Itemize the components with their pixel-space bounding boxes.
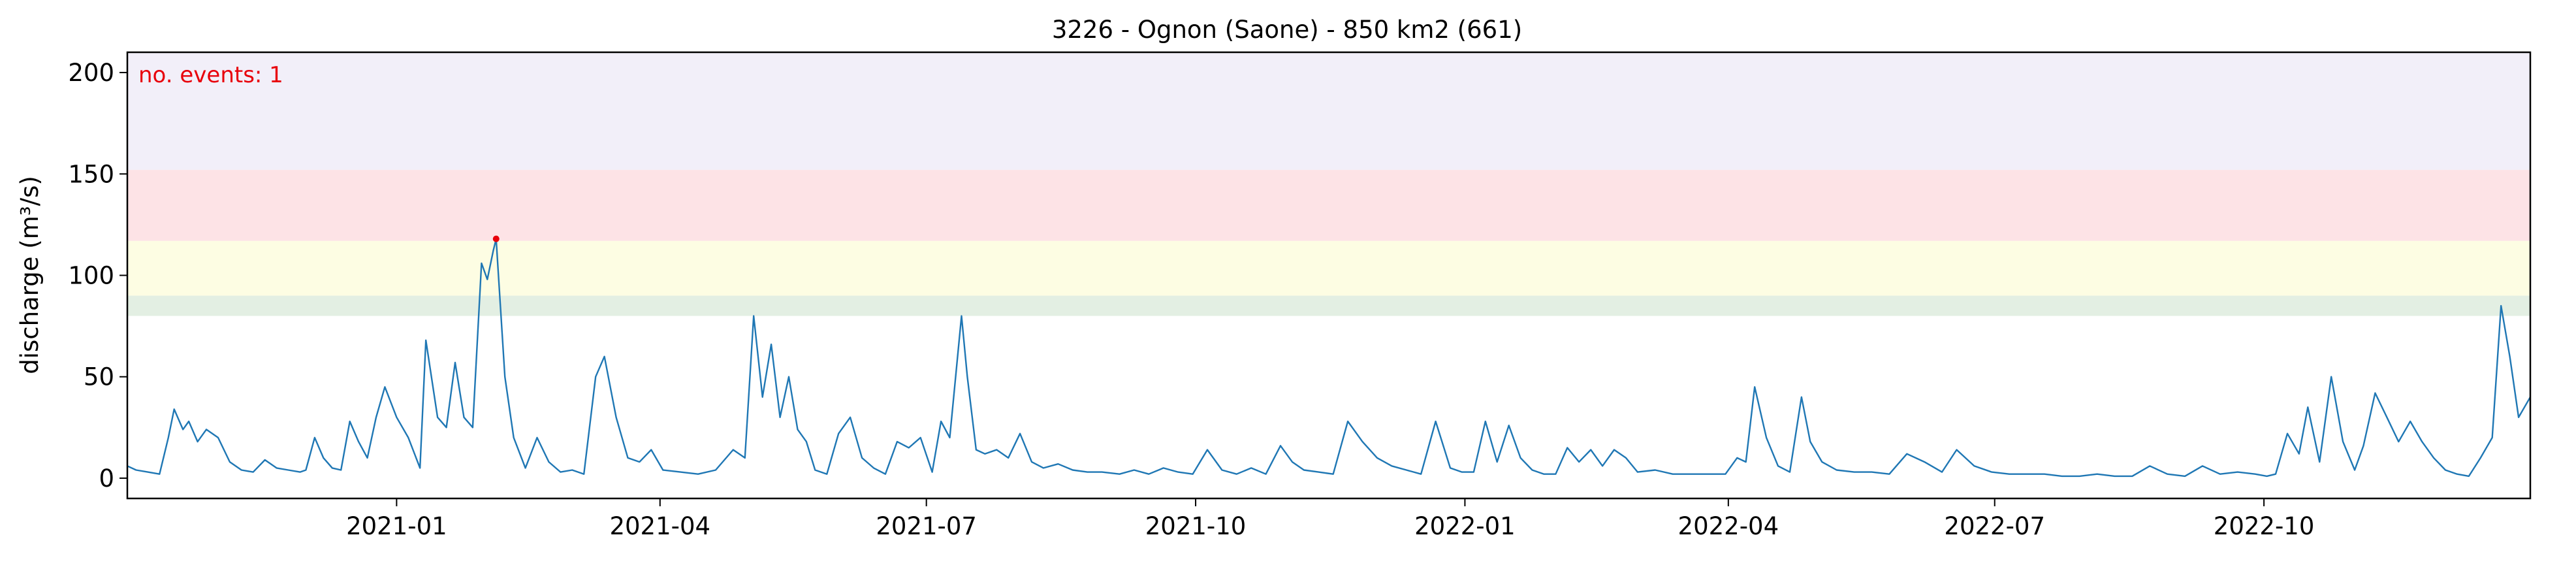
x-tick-label-2022-07: 2022-07 [1944, 512, 2045, 540]
y-tick-label-200: 200 [68, 59, 114, 87]
threshold-band-1 [127, 240, 2530, 296]
threshold-band-0 [127, 295, 2530, 316]
event-marker-0 [492, 235, 500, 242]
x-tick-label-2022-01: 2022-01 [1414, 512, 1516, 540]
axis-ticks: 0 50 100 150 200 2021-01 2021-04 2021-07 2021-10… [68, 59, 2314, 540]
series-layer [127, 238, 2532, 478]
event-markers [492, 235, 500, 242]
x-tick-label-2022-04: 2022-04 [1678, 512, 1779, 540]
x-tick-label-2021-07: 2021-07 [876, 512, 977, 540]
discharge-line-0 [127, 238, 2532, 478]
x-tick-label-2021-04: 2021-04 [609, 512, 710, 540]
plot-frame [126, 51, 2532, 500]
x-tick-label-2021-10: 2021-10 [1145, 512, 1247, 540]
y-tick-label-100: 100 [68, 262, 114, 290]
x-tick-label-2022-10: 2022-10 [2214, 512, 2315, 540]
threshold-band-3 [127, 52, 2530, 171]
x-tick-label-2021-01: 2021-01 [346, 512, 447, 540]
y-tick-label-0: 0 [99, 464, 114, 493]
threshold-band-2 [127, 170, 2530, 241]
chart-title: 3226 - Ognon (Saone) - 850 km2 (661) [1052, 16, 1522, 44]
events-annotation: no. events: 1 [138, 62, 283, 88]
threshold-bands [127, 52, 2530, 316]
y-tick-label-150: 150 [68, 160, 114, 188]
y-tick-label-50: 50 [84, 363, 114, 391]
y-axis-label: discharge (m³/s) [16, 176, 44, 374]
